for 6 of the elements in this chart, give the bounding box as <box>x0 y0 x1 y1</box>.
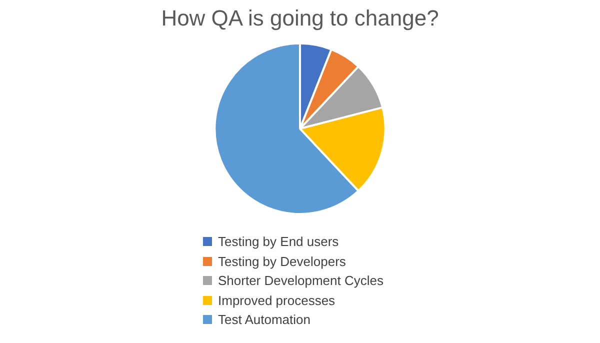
legend-label: Testing by End users <box>218 234 339 250</box>
legend-label: Shorter Development Cycles <box>218 273 384 288</box>
legend-label: Test Automation <box>218 312 310 328</box>
chart-title: How QA is going to change? <box>161 5 439 30</box>
legend-label: Testing by Developers <box>218 254 346 269</box>
legend-label: Improved processes <box>218 292 336 308</box>
